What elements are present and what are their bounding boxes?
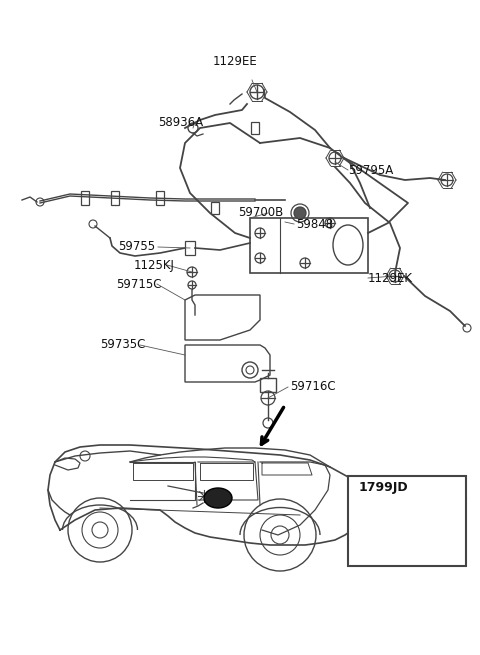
- Text: 59735C: 59735C: [100, 339, 145, 352]
- Text: 59848: 59848: [296, 217, 333, 231]
- Circle shape: [294, 207, 306, 219]
- Bar: [185, 241, 195, 255]
- Text: 1125KJ: 1125KJ: [134, 259, 175, 272]
- Text: 1129EE: 1129EE: [213, 55, 257, 68]
- Text: 58936A: 58936A: [158, 115, 203, 128]
- Text: 59755: 59755: [118, 240, 155, 253]
- Bar: [211, 202, 219, 214]
- Text: 59716C: 59716C: [290, 381, 336, 394]
- Text: 1799JD: 1799JD: [358, 481, 408, 495]
- Bar: [260, 378, 276, 392]
- Bar: [156, 191, 164, 205]
- Text: 59715C: 59715C: [116, 278, 161, 291]
- Text: 59700B: 59700B: [238, 206, 283, 219]
- Bar: [251, 122, 259, 134]
- Ellipse shape: [204, 488, 232, 508]
- Bar: [81, 191, 89, 205]
- Text: 1129EK: 1129EK: [368, 272, 413, 284]
- Bar: [348, 476, 466, 566]
- Text: 59795A: 59795A: [348, 164, 393, 176]
- Bar: [250, 218, 368, 273]
- Bar: [111, 191, 119, 205]
